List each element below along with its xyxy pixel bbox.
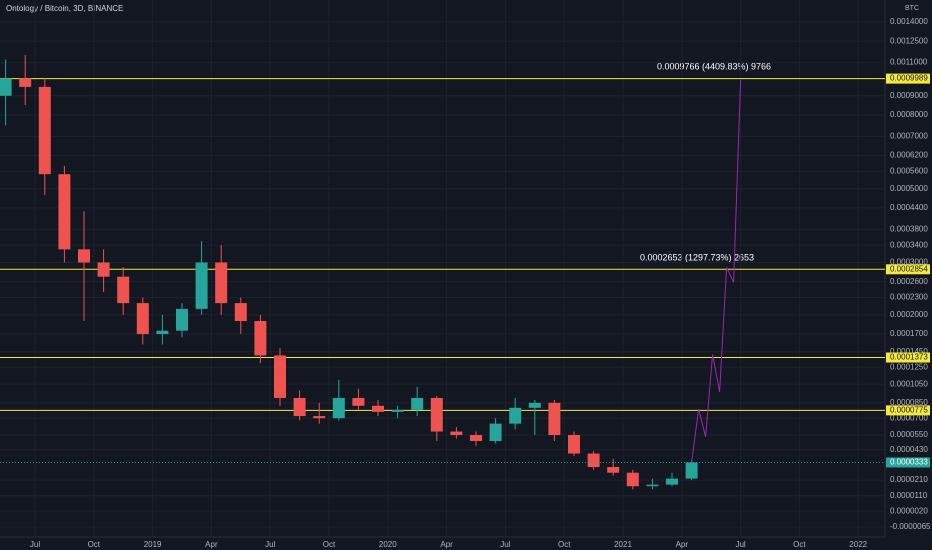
y-tick-label: 0.0002000 — [890, 310, 928, 319]
candle-body — [176, 308, 188, 331]
chart-title: Ontology / Bitcoin, 3D, BINANCE — [6, 4, 123, 13]
y-tick-label: 0.0005000 — [890, 184, 928, 193]
x-tick-label: Apr — [205, 540, 218, 549]
x-tick-label: 2019 — [144, 540, 162, 549]
y-tick-label: 0.0008000 — [890, 110, 928, 119]
last-price-label: 0.0000333 — [890, 458, 928, 467]
level-label-box — [886, 264, 930, 275]
y-tick-label: 0.0009000 — [890, 91, 928, 100]
level-label: 0.0009989 — [890, 74, 928, 83]
y-tick-label: 0.0000700 — [890, 413, 928, 422]
x-tick-label: Jul — [30, 540, 40, 549]
candle-body — [470, 435, 482, 441]
candle-body — [156, 330, 169, 335]
candle-body — [293, 397, 306, 417]
candle-body — [58, 174, 71, 250]
y-tick-label: 0.0000110 — [890, 491, 928, 500]
candle-body — [313, 416, 326, 419]
candle-body — [489, 423, 502, 441]
x-tick-label: Jul — [735, 540, 745, 549]
x-tick-label: 2022 — [849, 540, 867, 549]
candle-body — [372, 405, 384, 412]
candle-body — [646, 484, 659, 487]
y-tick-label: 0.0006200 — [890, 151, 928, 160]
x-tick-label: Oct — [793, 540, 806, 549]
y-tick-label: 0.0001050 — [890, 379, 928, 388]
candle-body — [352, 397, 365, 406]
candle-body — [587, 453, 600, 468]
level-label-box — [886, 352, 930, 363]
candle-body — [38, 86, 51, 175]
level-label: 0.0000775 — [890, 405, 928, 414]
y-tick-label: 0.0003400 — [890, 240, 928, 249]
candle-body — [528, 402, 541, 408]
candle-body — [136, 303, 149, 335]
candle-body — [411, 397, 424, 410]
candle-body — [626, 472, 639, 487]
level-label: 0.0001373 — [890, 353, 928, 362]
y-tick-label: -0.0000065 — [890, 522, 931, 531]
candle-body — [548, 402, 561, 436]
candle-body — [450, 431, 463, 436]
y-tick-label: 0.0000020 — [890, 506, 928, 515]
y-tick-label: 0.0001700 — [890, 329, 928, 338]
y-tick-label: 0.0000850 — [890, 398, 928, 407]
y-tick-label: 0.0000210 — [890, 475, 928, 484]
candle-body — [254, 321, 267, 356]
y-tick-label: 0.0001250 — [890, 362, 928, 371]
x-tick-label: Apr — [676, 540, 689, 549]
last-price-box — [886, 457, 930, 468]
level-label-box — [886, 405, 930, 416]
projection-line — [691, 80, 742, 463]
y-tick-label: 0.0012500 — [890, 36, 928, 45]
candle-body — [685, 462, 698, 479]
level-label-box — [886, 73, 930, 84]
candle-body — [274, 355, 286, 398]
y-tick-label: 0.0001450 — [890, 347, 928, 356]
x-tick-label: Jul — [265, 540, 275, 549]
annotation: 0.0009766 (4409.83%) 9766 — [657, 61, 771, 71]
y-tick-label: 0.0003800 — [890, 224, 928, 233]
y-tick-label: 0.0004400 — [890, 203, 928, 212]
y-tick-label: 0.0002300 — [890, 293, 928, 302]
x-tick-label: Jul — [500, 540, 510, 549]
y-tick-label: 0.0005600 — [890, 166, 928, 175]
candle-body — [509, 407, 522, 424]
candle-body — [332, 397, 345, 419]
x-tick-label: Oct — [558, 540, 571, 549]
candle-body — [430, 397, 443, 432]
candle-body — [0, 78, 12, 96]
candle-body — [234, 303, 247, 322]
level-label: 0.0002854 — [890, 264, 928, 273]
candle-body — [391, 409, 404, 412]
candle-body — [568, 435, 580, 454]
y-tick-label: 0.0002600 — [890, 277, 928, 286]
x-tick-label: Oct — [88, 540, 101, 549]
candle-body — [97, 262, 110, 277]
x-tick-label: 2021 — [614, 540, 632, 549]
candle-body — [666, 478, 678, 485]
candle-body — [78, 249, 90, 263]
candle-body — [117, 276, 130, 304]
y-tick-label: 0.0007000 — [890, 131, 928, 140]
y-tick-label: 0.0014000 — [890, 17, 928, 26]
x-tick-label: Apr — [440, 540, 453, 549]
axis-unit: BTC — [905, 5, 919, 12]
y-tick-label: 0.0003000 — [890, 258, 928, 267]
candle-body — [215, 262, 228, 304]
x-tick-label: 2020 — [379, 540, 397, 549]
y-tick-label: 0.0000430 — [890, 445, 928, 454]
y-tick-label: 0.0011000 — [890, 58, 928, 67]
candle-body — [195, 262, 208, 309]
x-tick-label: Oct — [323, 540, 336, 549]
candle-body — [607, 467, 620, 473]
candle-body — [19, 78, 32, 87]
annotation: 0.0002653 (1297.73%) 2653 — [640, 252, 754, 262]
y-tick-label: 0.0000550 — [890, 430, 928, 439]
